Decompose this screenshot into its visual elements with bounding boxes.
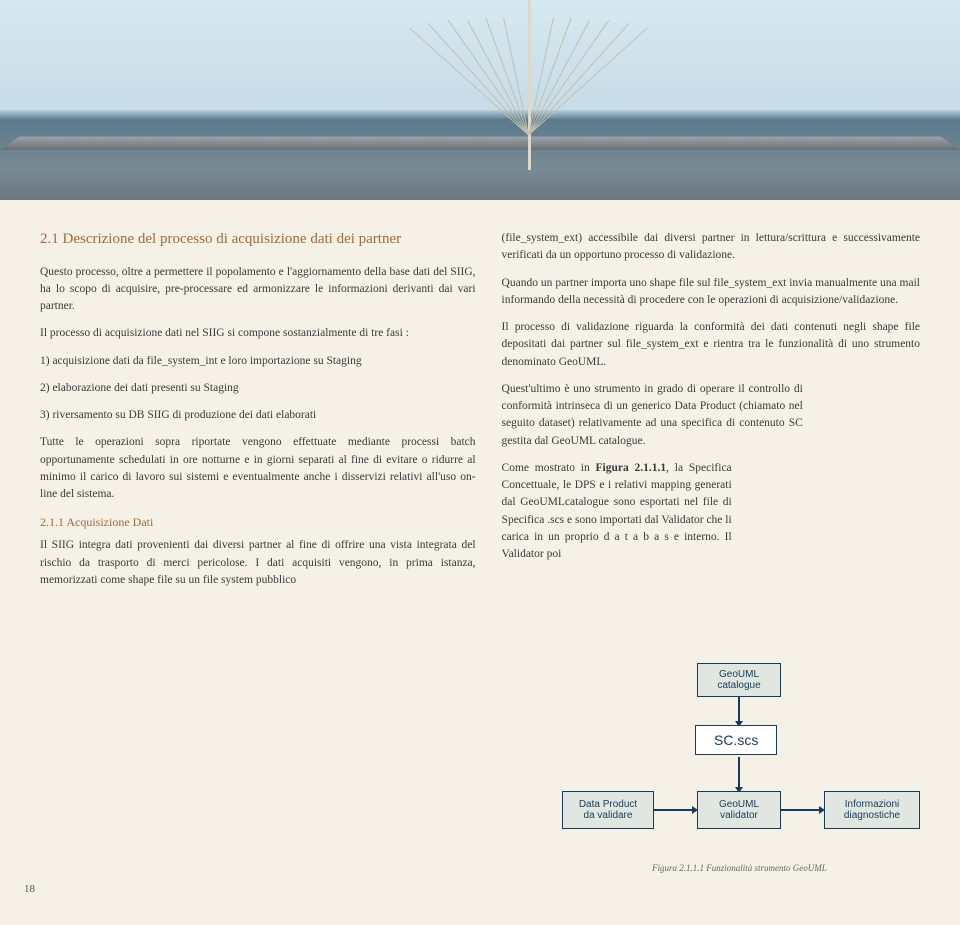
diagram-arrow [654, 809, 692, 811]
paragraph: Tutte le operazioni sopra riportate veng… [40, 434, 476, 503]
figure-reference: Figura 2.1.1.1 [596, 462, 667, 474]
diagram-box-scs: SC.scs [695, 725, 777, 755]
paragraph: Il SIIG integra dati provenienti dai div… [40, 537, 476, 589]
paragraph: Quest'ultimo è uno strumento in grado di… [502, 381, 803, 450]
section-title: 2.1 Descrizione del processo di acquisiz… [40, 230, 476, 250]
text-run: , la Specifica Concettuale, le DPS e i r… [502, 462, 732, 560]
diagram-arrow [738, 757, 740, 787]
paragraph: Come mostrato in Figura 2.1.1.1, la Spec… [502, 460, 732, 564]
text-run: Come mostrato in [502, 462, 596, 474]
bridge-cable [409, 28, 529, 136]
list-item: 2) elaborazione dei dati presenti su Sta… [40, 380, 476, 397]
figure-caption: Figura 2.1.1.1 Funzionalità strumento Ge… [652, 863, 827, 873]
paragraph: Questo processo, oltre a permettere il p… [40, 264, 476, 316]
bridge-road-deck [0, 136, 960, 150]
column-right: (file_system_ext) accessibile dai divers… [502, 230, 920, 599]
bridge-pylon [528, 0, 531, 170]
figure-geouml-diagram: GeoUML catalogue SC.scs Data Product da … [562, 663, 932, 873]
hero-bridge-photo [0, 0, 960, 200]
article-body: 2.1 Descrizione del processo di acquisiz… [0, 200, 960, 619]
diagram-box-dataproduct: Data Product da validare [562, 791, 654, 829]
list-item: 1) acquisizione dati da file_system_int … [40, 353, 476, 370]
column-left: 2.1 Descrizione del processo di acquisiz… [40, 230, 476, 599]
diagram-box-info: Informazioni diagnostiche [824, 791, 920, 829]
diagram-box-catalogue: GeoUML catalogue [697, 663, 781, 697]
paragraph: Il processo di acquisizione dati nel SII… [40, 325, 476, 342]
paragraph: (file_system_ext) accessibile dai divers… [502, 230, 920, 265]
page-number: 18 [24, 883, 35, 895]
paragraph: Il processo di validazione riguarda la c… [502, 319, 920, 371]
diagram-box-validator: GeoUML validator [697, 791, 781, 829]
diagram-arrow [781, 809, 819, 811]
diagram-arrow [738, 697, 740, 721]
list-item: 3) riversamento su DB SIIG di produzione… [40, 407, 476, 424]
paragraph: Quando un partner importa uno shape file… [502, 275, 920, 310]
subsection-title: 2.1.1 Acquisizione Dati [40, 513, 476, 531]
